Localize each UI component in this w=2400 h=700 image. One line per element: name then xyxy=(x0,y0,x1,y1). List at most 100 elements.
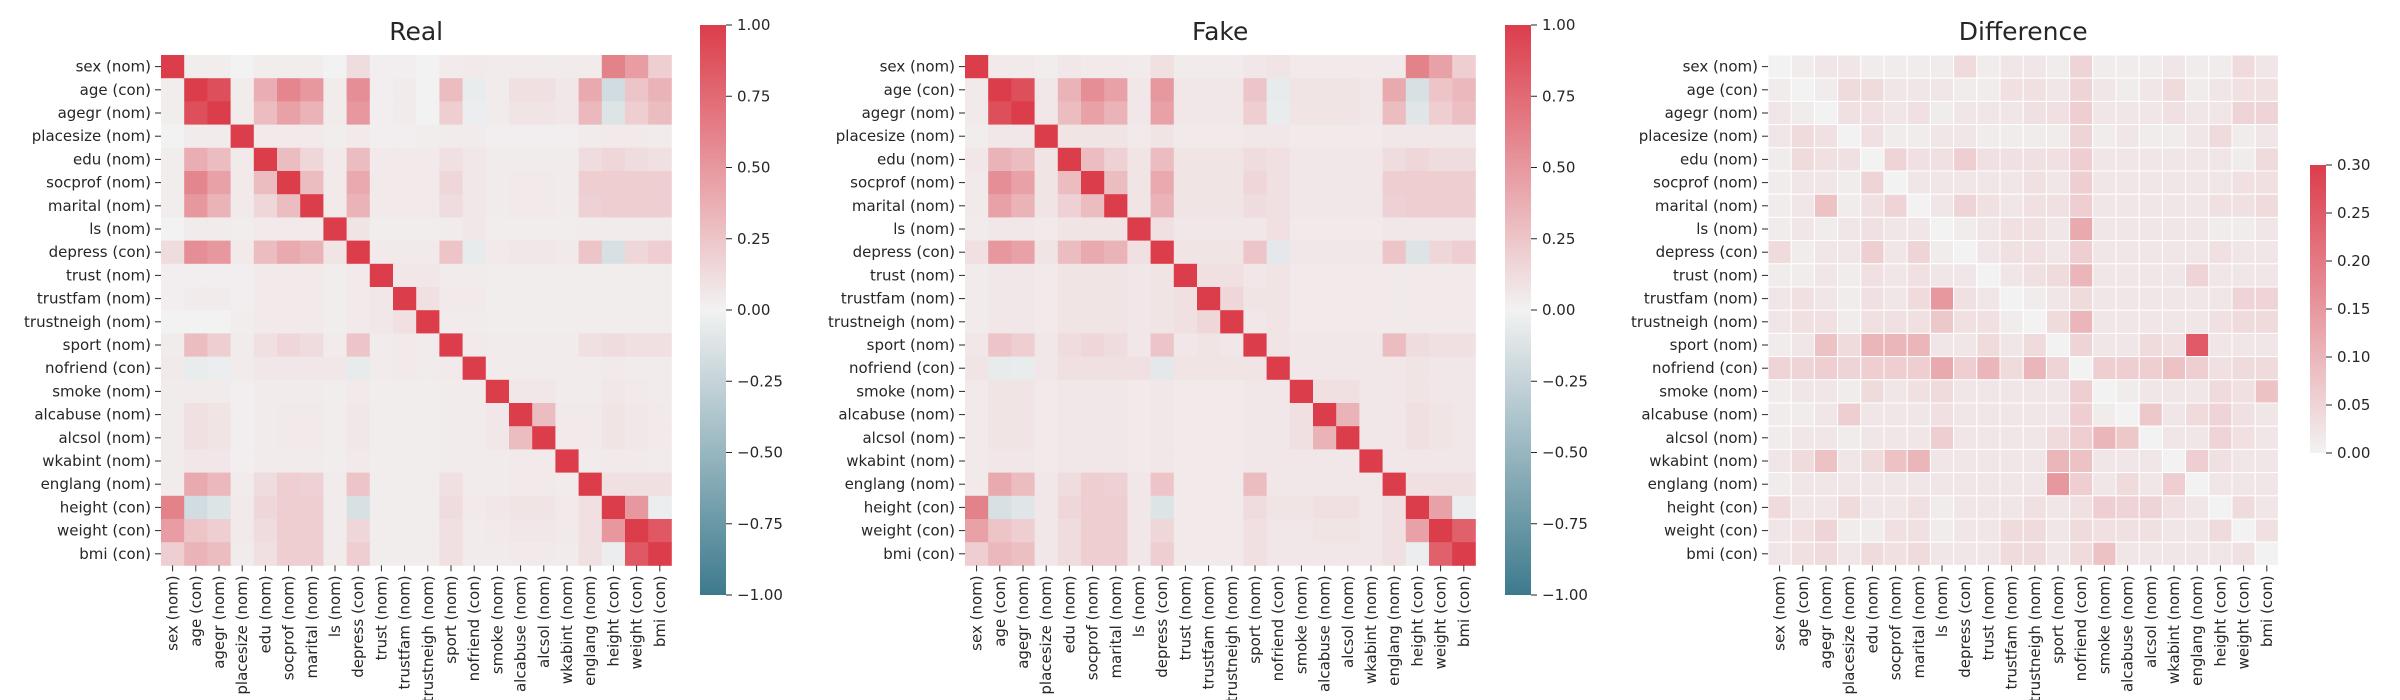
heatmap-cell xyxy=(1359,472,1383,497)
heatmap-cell xyxy=(1837,77,1862,102)
heatmap-cell xyxy=(578,194,603,218)
heatmap-cell xyxy=(1057,78,1082,102)
heatmap-cell xyxy=(184,379,208,404)
x-tick-label: agegr (nom) xyxy=(1014,575,1032,668)
heatmap-cell xyxy=(184,449,208,473)
heatmap-cell xyxy=(1336,495,1360,520)
x-tick-label: sex (nom) xyxy=(1771,575,1789,650)
heatmap-cell xyxy=(1173,240,1198,265)
heatmap-cell xyxy=(1081,124,1105,149)
heatmap-cell xyxy=(1127,310,1151,334)
heatmap-cell xyxy=(2138,495,2163,520)
y-tick-label: trustfam (nom) xyxy=(841,290,955,308)
heatmap-cell xyxy=(462,310,487,334)
heatmap-cell xyxy=(1790,518,1815,543)
y-tick-label: socprof (nom) xyxy=(850,174,955,192)
heatmap-cell xyxy=(1999,147,2024,172)
heatmap-cell xyxy=(2092,193,2117,218)
colorbar-tick-label: −0.25 xyxy=(1542,372,1588,390)
heatmap-cell xyxy=(1790,332,1815,358)
heatmap-cell xyxy=(1150,542,1175,566)
heatmap-cell xyxy=(2161,147,2187,172)
heatmap-cell xyxy=(1011,217,1035,241)
heatmap-cell xyxy=(346,519,371,543)
heatmap-cell xyxy=(1405,287,1430,311)
heatmap-cell xyxy=(393,495,417,520)
heatmap-cell xyxy=(1289,101,1314,125)
heatmap-cell xyxy=(1790,263,1815,288)
heatmap-cell xyxy=(1359,240,1383,265)
y-tick-label: bmi (con) xyxy=(883,545,955,563)
heatmap-cell xyxy=(462,55,487,79)
heatmap-cell xyxy=(2185,216,2210,242)
heatmap-cell xyxy=(625,55,649,79)
heatmap-cell xyxy=(1313,495,1337,520)
heatmap-cell xyxy=(1243,426,1267,450)
heatmap-cell xyxy=(1382,171,1407,195)
heatmap-cell xyxy=(462,426,487,450)
heatmap-cell xyxy=(2092,147,2117,172)
heatmap-cell xyxy=(300,194,324,218)
heatmap-cell xyxy=(2069,286,2094,311)
heatmap-cell xyxy=(1906,170,1931,195)
heatmap-cell xyxy=(1999,332,2024,358)
x-tick-label: trustfam (nom) xyxy=(396,575,414,689)
heatmap-cell xyxy=(2208,402,2233,427)
heatmap-cell xyxy=(1837,193,1862,218)
y-tick-label: marital (nom) xyxy=(1655,197,1758,215)
heatmap-cell xyxy=(1220,171,1244,195)
heatmap-cell xyxy=(1405,356,1430,381)
heatmap-cell xyxy=(2069,240,2094,265)
y-tick-label: weight (con) xyxy=(57,522,151,540)
colorbar: 1.000.750.500.250.00−0.25−0.50−0.75−1.00 xyxy=(700,16,783,604)
heatmap-cell xyxy=(1104,101,1128,125)
x-tick-label: agegr (nom) xyxy=(1817,575,1835,668)
heatmap-cell xyxy=(2022,263,2047,288)
heatmap-cell xyxy=(1929,170,1955,195)
heatmap-cell xyxy=(2115,309,2140,334)
colorbar-tick-label: 0.50 xyxy=(1542,159,1575,177)
heatmap-cell xyxy=(532,519,556,543)
heatmap-cell xyxy=(1197,240,1221,265)
y-tick-label: smoke (nom) xyxy=(856,382,955,400)
heatmap-cell xyxy=(2231,170,2256,195)
heatmap-cell xyxy=(988,310,1012,334)
heatmap-cell xyxy=(1057,171,1082,195)
heatmap-cell xyxy=(2161,216,2187,242)
heatmap-cell xyxy=(277,240,301,265)
x-tick-label: bmi (con) xyxy=(2258,575,2276,647)
heatmap-cell xyxy=(509,449,533,473)
heatmap-cell xyxy=(1104,403,1128,427)
heatmap-cell xyxy=(965,426,989,450)
heatmap-cell xyxy=(601,403,626,427)
heatmap-cell xyxy=(346,240,371,265)
heatmap-cell xyxy=(2115,124,2140,149)
heatmap-cell xyxy=(2231,263,2256,288)
x-tick-label: edu (nom) xyxy=(256,575,274,653)
heatmap-cell xyxy=(161,55,185,79)
heatmap-cell xyxy=(1976,332,2001,358)
heatmap-cell xyxy=(1011,495,1035,520)
heatmap-cell xyxy=(1011,356,1035,381)
heatmap-cell xyxy=(1081,240,1105,265)
heatmap-cell xyxy=(1906,356,1931,381)
heatmap-cell xyxy=(1837,425,1862,450)
heatmap-cell xyxy=(601,147,626,172)
x-tick-label: sex (nom) xyxy=(968,575,986,650)
heatmap-cell xyxy=(2092,379,2117,404)
heatmap-cell xyxy=(2045,379,2071,404)
heatmap-cell xyxy=(1081,147,1105,172)
heatmap-cell xyxy=(2115,286,2140,311)
heatmap-cell xyxy=(2022,193,2047,218)
heatmap-cell xyxy=(1220,542,1244,566)
heatmap-cell xyxy=(393,426,417,450)
heatmap-cell xyxy=(300,263,324,288)
heatmap-cell xyxy=(1104,333,1128,357)
heatmap-cell xyxy=(416,78,440,102)
y-tick-label: height (con) xyxy=(864,498,955,516)
heatmap-cell xyxy=(439,519,463,543)
heatmap-cell xyxy=(1452,472,1476,497)
colorbar-tick-label: −0.75 xyxy=(1542,515,1588,533)
heatmap-cell xyxy=(1359,287,1383,311)
heatmap-cell xyxy=(1405,55,1430,79)
